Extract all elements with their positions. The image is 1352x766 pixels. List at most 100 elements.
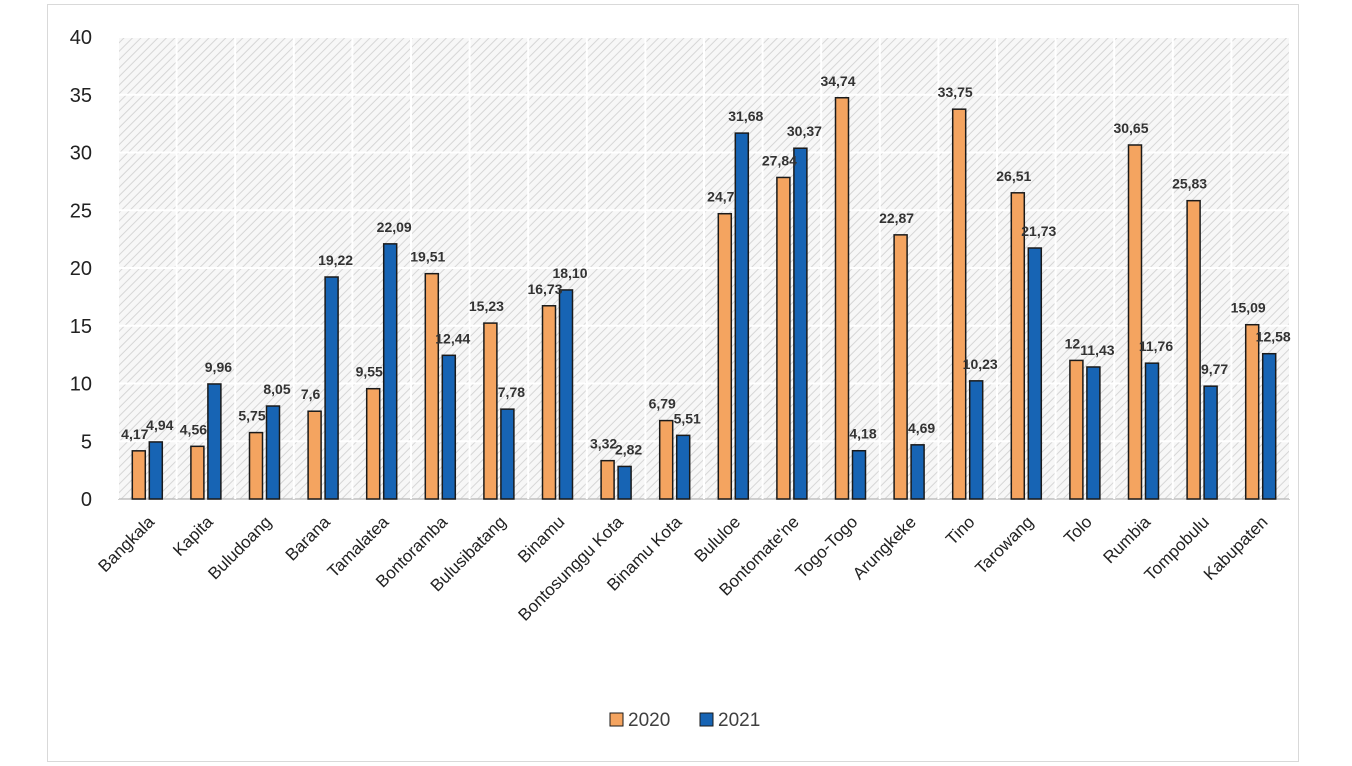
data-label-2021: 2,82 [615,441,642,457]
bar-2021 [968,380,984,500]
bar-2020 [1069,359,1084,500]
bar-2021 [851,449,867,500]
bars [131,97,1277,500]
x-tick-label: Arungkeke [849,512,920,583]
data-label-2021: 4,94 [146,417,173,433]
data-label-2021: 22,09 [377,219,412,235]
data-label-2021: 10,23 [963,356,998,372]
bar-2021 [734,132,750,500]
data-label-2020: 24,7 [707,189,734,205]
bar-2021 [793,147,808,500]
bar-2020 [131,450,147,500]
y-tick-label: 40 [70,27,92,49]
data-label-2021: 11,43 [1080,342,1114,358]
y-tick-label: 30 [70,143,92,165]
x-tick-label: Bangkala [95,512,159,576]
data-label-2020: 7,6 [301,386,321,402]
y-tick-label: 15 [70,316,92,338]
data-label-2020: 19,51 [410,249,445,265]
y-axis-ticks: 0 5 10 15 20 25 30 35 40 [70,27,92,511]
bar-2020 [1127,144,1143,500]
data-label-2020: 25,83 [1172,176,1207,192]
bar-2021 [558,289,574,500]
data-label-2020: 33,75 [938,84,973,100]
bar-2020 [541,305,557,500]
data-label-2020: 4,17 [121,426,148,442]
x-tick-label: Rumbia [1099,512,1154,567]
x-tick-label: Kapita [169,512,217,560]
data-label-2021: 7,78 [498,384,525,400]
y-tick-label: 10 [70,374,92,396]
bar-2021 [1203,385,1218,500]
y-tick-label: 0 [81,489,92,511]
x-tick-label: Tino [942,512,978,548]
bar-2020 [1244,323,1260,500]
x-tick-label: Bontosunggu Kota [515,512,628,625]
data-label-2020: 22,87 [879,210,914,226]
bar-2020 [248,431,264,500]
data-label-2020: 30,65 [1113,120,1148,136]
bar-2021 [1027,247,1043,500]
bar-2020 [834,97,850,500]
bar-2021 [1144,362,1160,500]
data-label-2021: 4,18 [849,426,876,442]
data-label-2021: 12,58 [1256,329,1291,345]
data-labels: 4,174,94 4,56 9,96 5,75 8,05 7,6 19,22 9,55 22,0… [121,73,1291,458]
data-label-2020: 16,73 [527,281,562,297]
data-label-2020: 34,74 [820,73,855,89]
x-tick-label: Binamu [514,512,568,566]
legend-swatch-2020 [609,712,624,727]
data-label-2020: 27,84 [762,152,797,168]
legend-label-2020: 2020 [628,710,670,731]
data-label-2021: 19,22 [318,252,353,268]
bar-2021 [324,276,339,500]
bar-2020 [893,234,908,500]
data-label-2020: 15,09 [1231,300,1266,316]
y-tick-label: 20 [70,258,92,280]
y-tick-label: 35 [70,85,92,107]
legend: 2020 2021 [609,710,760,731]
legend-label-2021: 2021 [718,710,760,731]
bar-2021 [148,441,164,500]
data-label-2021: 9,96 [205,359,232,375]
bar-2021 [207,383,222,500]
bar-2020 [717,212,733,500]
bar-2021 [675,434,691,500]
data-label-2021: 8,05 [263,381,290,397]
bar-2020 [1186,199,1201,500]
bar-2020 [307,410,322,500]
bar-2021 [382,243,398,500]
data-label-2021: 21,73 [1021,223,1056,239]
bar-2020 [951,108,967,500]
data-label-2020: 26,51 [996,168,1031,184]
data-label-2021: 31,68 [728,108,763,124]
x-tick-label: Tolo [1060,512,1095,547]
bar-2021 [1086,366,1101,500]
bar-2021 [617,465,632,500]
bar-2020 [483,322,498,500]
x-tick-label: Bululoe [691,512,745,566]
x-tick-label: Tarowang [972,512,1038,578]
bar-2020 [600,459,615,500]
data-label-2021: 5,51 [674,410,701,426]
data-label-2020: 6,79 [649,396,676,412]
bar-2021 [441,354,457,500]
y-tick-label: 5 [81,431,92,453]
bar-2020 [658,419,674,500]
data-label-2020: 15,23 [469,298,504,314]
data-label-2020: 5,75 [238,408,265,424]
data-label-2021: 12,44 [435,330,470,346]
data-label-2021: 18,10 [552,265,587,281]
x-tick-label: Buludoang [204,512,275,583]
legend-swatch-2021 [699,712,714,727]
data-label-2021: 9,77 [1201,361,1228,377]
bar-2020 [365,387,381,500]
data-label-2020: 3,32 [590,436,617,452]
bar-2021 [1261,352,1277,500]
bar-2020 [190,445,205,500]
data-label-2020: 12 [1065,335,1081,351]
gridlines [117,36,1291,500]
bar-2021 [500,408,515,500]
